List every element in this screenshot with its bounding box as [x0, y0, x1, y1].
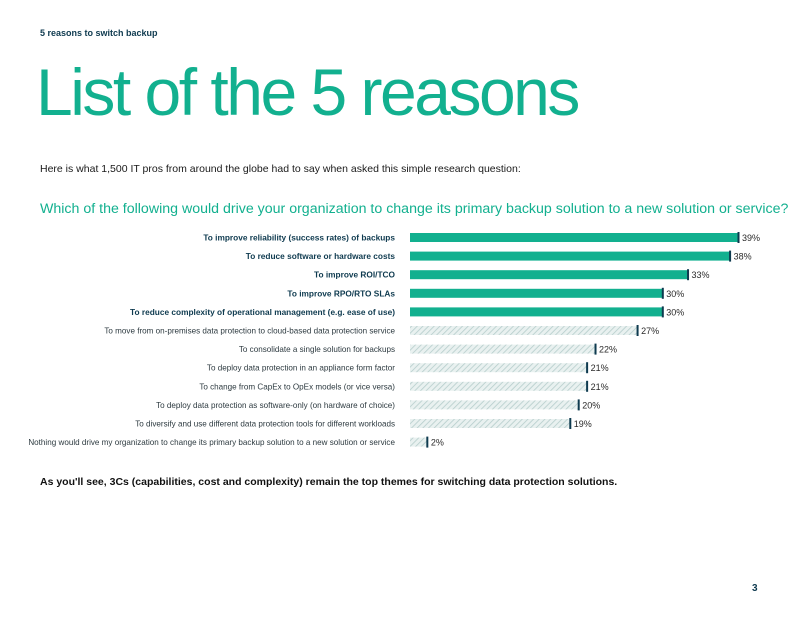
category-label: To improve reliability (success rates) o… — [203, 233, 395, 243]
bar — [410, 288, 663, 298]
bar — [410, 419, 570, 428]
page-number: 3 — [752, 583, 758, 594]
bar-end-marker — [577, 399, 580, 411]
bar-end-marker — [636, 325, 639, 336]
category-label: To improve RPO/RTO SLAs — [287, 288, 395, 298]
bar — [410, 363, 587, 373]
bar-end-marker — [594, 343, 597, 355]
bar-end-marker — [661, 287, 664, 299]
bar — [410, 270, 688, 280]
category-label: To deploy data protection in an applianc… — [207, 364, 395, 373]
value-label: 21% — [591, 363, 609, 373]
bar-end-marker — [426, 436, 429, 448]
bar — [410, 307, 663, 317]
category-label: To consolidate a single solution for bac… — [239, 345, 395, 354]
value-label: 20% — [582, 400, 600, 410]
value-label: 27% — [641, 326, 659, 336]
value-label: 30% — [666, 289, 684, 299]
bar — [410, 381, 587, 391]
survey-question: Which of the following would drive your … — [40, 201, 789, 217]
value-label: 30% — [666, 307, 684, 317]
category-label: Nothing would drive my organization to c… — [28, 438, 395, 447]
value-label: 39% — [742, 233, 760, 243]
bar — [410, 344, 596, 354]
bar — [410, 233, 738, 242]
bar-end-marker — [586, 362, 589, 374]
value-label: 33% — [692, 270, 710, 280]
bar — [410, 437, 427, 447]
category-label: To deploy data protection as software-on… — [156, 401, 395, 410]
bar — [410, 400, 579, 410]
value-label: 21% — [591, 382, 609, 392]
category-label: To move from on-premises data protection… — [104, 327, 395, 336]
value-label: 2% — [431, 438, 444, 448]
category-label: To reduce software or hardware costs — [246, 251, 396, 261]
category-label: To improve ROI/TCO — [314, 270, 396, 280]
bar-end-marker — [661, 306, 664, 318]
category-label: To change from CapEx to OpEx models (or … — [199, 382, 395, 391]
bar-end-marker — [586, 380, 589, 392]
category-label: To diversify and use different data prot… — [135, 420, 395, 429]
intro-text: Here is what 1,500 IT pros from around t… — [40, 163, 521, 175]
bar — [410, 251, 730, 261]
bar-end-marker — [729, 250, 732, 262]
value-label: 38% — [734, 252, 752, 262]
value-label: 19% — [574, 419, 592, 429]
bar-chart: To improve reliability (success rates) o… — [28, 232, 760, 448]
bar-end-marker — [569, 418, 572, 429]
bar — [410, 326, 638, 335]
value-label: 22% — [599, 345, 617, 355]
bar-end-marker — [687, 269, 690, 281]
breadcrumb: 5 reasons to switch backup — [40, 28, 158, 38]
category-label: To reduce complexity of operational mana… — [130, 307, 395, 317]
bar-end-marker — [737, 232, 740, 243]
footnote: As you'll see, 3Cs (capabilities, cost a… — [40, 476, 618, 488]
page-title: List of the 5 reasons — [36, 55, 580, 129]
